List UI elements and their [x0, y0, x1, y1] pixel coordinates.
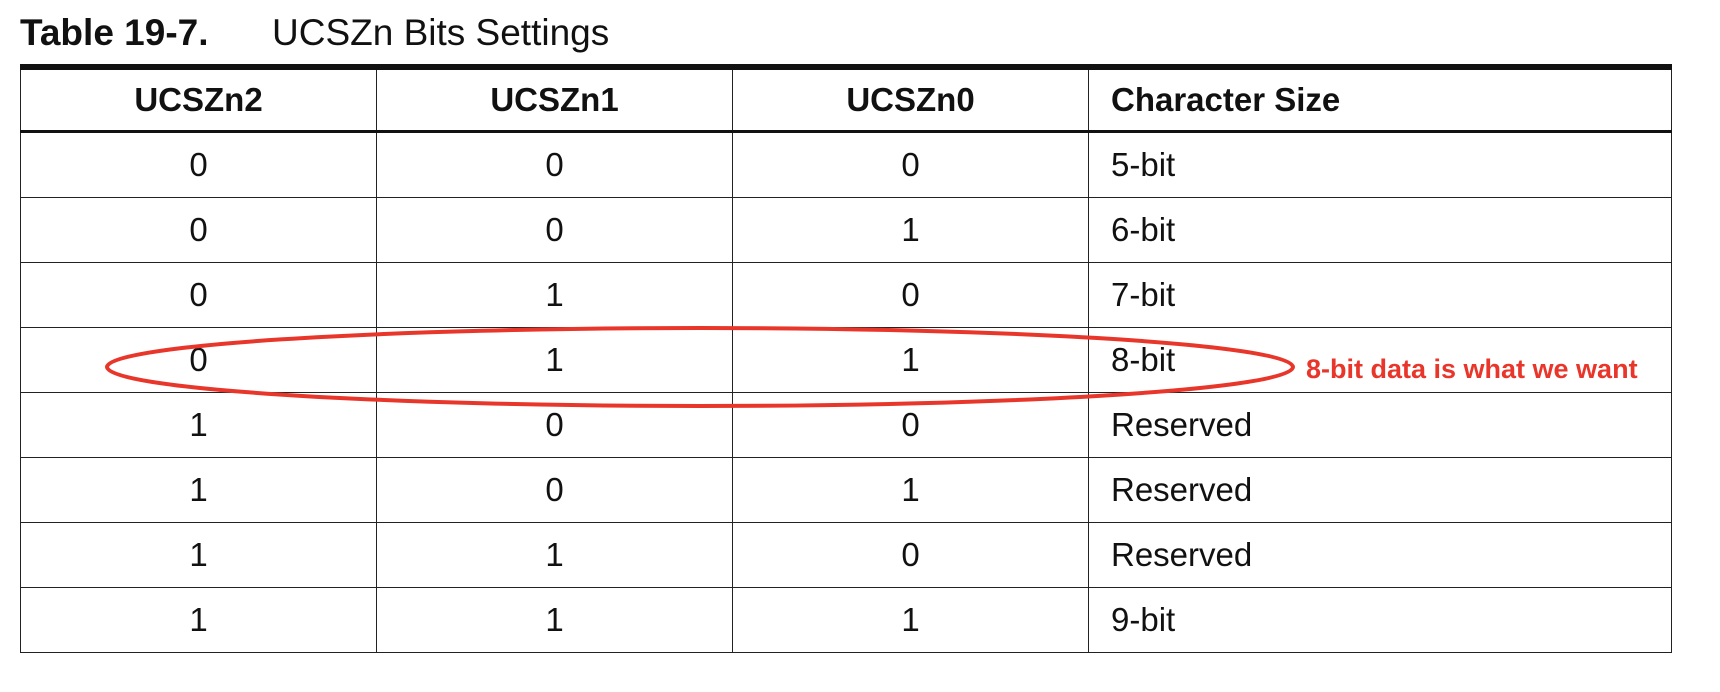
cell-ucszn1: 0: [376, 131, 733, 198]
cell-ucszn0: 1: [732, 327, 1089, 393]
table-row: 1 0 0 Reserved: [20, 392, 1672, 458]
header-character-size: Character Size: [1088, 64, 1672, 133]
table-number: Table 19-7.: [20, 12, 209, 53]
cell-ucszn0: 0: [732, 522, 1089, 588]
cell-ucszn1: 1: [376, 587, 733, 653]
cell-ucszn2: 0: [20, 262, 377, 328]
header-ucszn2: UCSZn2: [20, 64, 377, 133]
table-row: 1 0 1 Reserved: [20, 457, 1672, 523]
cell-ucszn2: 0: [20, 197, 377, 263]
annotation-note: 8-bit data is what we want: [1306, 354, 1638, 384]
cell-ucszn0: 1: [732, 457, 1089, 523]
cell-ucszn2: 1: [20, 457, 377, 523]
cell-ucszn0: 1: [732, 587, 1089, 653]
cell-character-size: 6-bit: [1088, 197, 1672, 263]
cell-ucszn0: 0: [732, 131, 1089, 198]
table-row: 1 1 0 Reserved: [20, 522, 1672, 588]
cell-ucszn2: 1: [20, 587, 377, 653]
table-row: 0 1 0 7-bit: [20, 262, 1672, 328]
cell-ucszn2: 1: [20, 392, 377, 458]
cell-ucszn0: 1: [732, 197, 1089, 263]
table-row: 0 0 1 6-bit: [20, 197, 1672, 263]
table-row: 0 0 0 5-bit: [20, 131, 1672, 198]
cell-ucszn2: 0: [20, 131, 377, 198]
header-ucszn0: UCSZn0: [732, 64, 1089, 133]
cell-ucszn1: 1: [376, 327, 733, 393]
cell-ucszn2: 1: [20, 522, 377, 588]
cell-ucszn1: 1: [376, 522, 733, 588]
cell-character-size: Reserved: [1088, 457, 1672, 523]
table-row: 1 1 1 9-bit: [20, 587, 1672, 653]
cell-character-size: Reserved: [1088, 522, 1672, 588]
cell-character-size: 9-bit: [1088, 587, 1672, 653]
header-ucszn1: UCSZn1: [376, 64, 733, 133]
cell-ucszn1: 0: [376, 392, 733, 458]
cell-ucszn1: 0: [376, 457, 733, 523]
cell-ucszn1: 1: [376, 262, 733, 328]
table-title: UCSZn Bits Settings: [272, 12, 610, 53]
cell-character-size: 5-bit: [1088, 131, 1672, 198]
cell-character-size: Reserved: [1088, 392, 1672, 458]
cell-ucszn0: 0: [732, 392, 1089, 458]
cell-ucszn1: 0: [376, 197, 733, 263]
table-header-row: UCSZn2 UCSZn1 UCSZn0 Character Size: [20, 64, 1672, 133]
cell-ucszn2: 0: [20, 327, 377, 393]
cell-ucszn0: 0: [732, 262, 1089, 328]
cell-character-size: 7-bit: [1088, 262, 1672, 328]
table-caption: Table 19-7. UCSZn Bits Settings: [20, 8, 609, 58]
